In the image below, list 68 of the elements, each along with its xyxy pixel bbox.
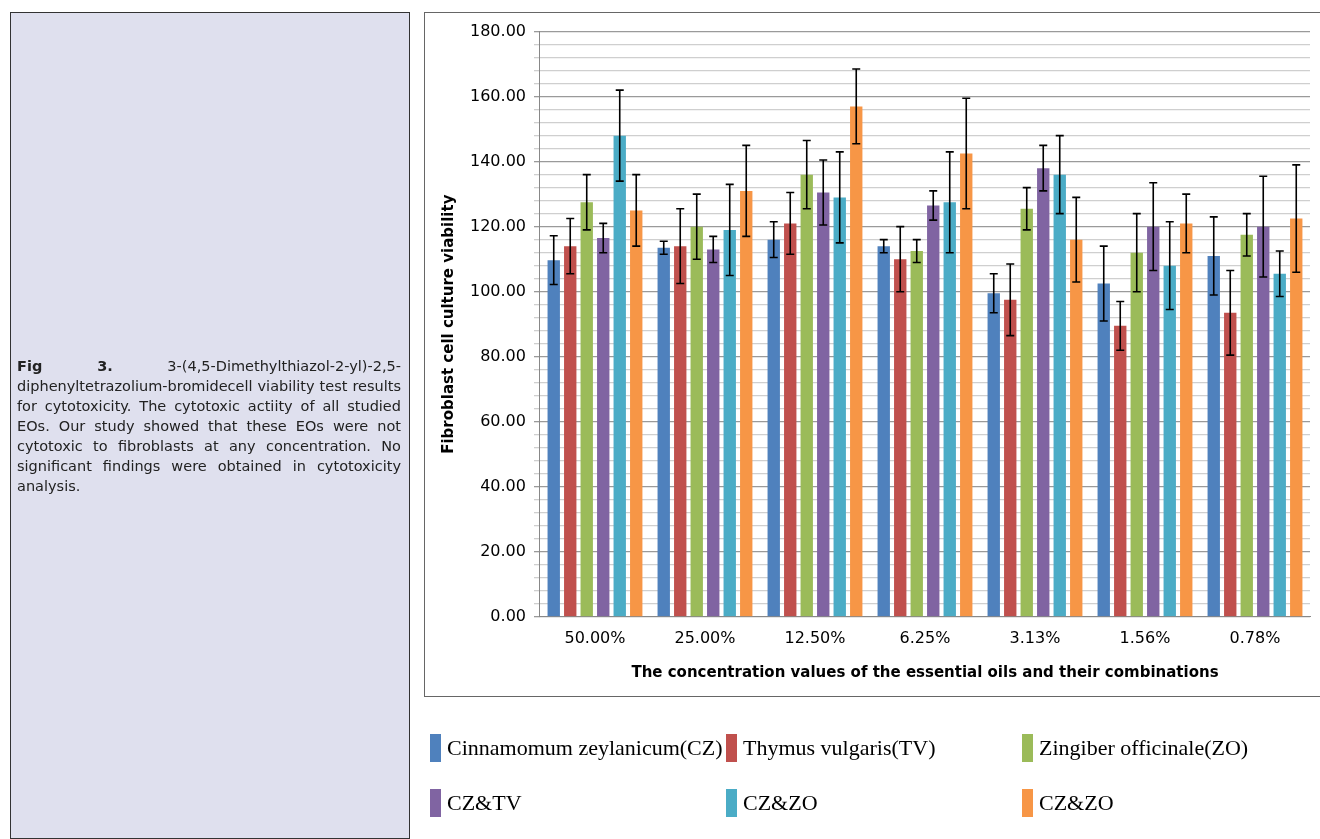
y-tick-label: 160.00	[470, 85, 526, 105]
bar	[1070, 239, 1083, 617]
bar	[1004, 299, 1017, 617]
bar	[927, 205, 940, 617]
bar	[987, 293, 1000, 617]
bar	[1207, 255, 1220, 617]
bar	[817, 192, 830, 617]
bar	[613, 135, 626, 617]
bar	[833, 197, 846, 617]
bar	[564, 246, 577, 617]
y-tick-label: 140.00	[470, 150, 526, 170]
y-tick-label: 20.00	[480, 540, 526, 560]
bar	[850, 106, 863, 617]
legend-label: CZ&ZO	[743, 789, 818, 816]
bar	[943, 202, 956, 617]
x-tick-label: 3.13%	[1009, 627, 1061, 647]
bar	[1273, 273, 1286, 617]
y-axis-title: Fibroblast cell culture viability	[438, 194, 457, 454]
legend-label: CZ&ZO	[1039, 789, 1114, 816]
legend-label: Cinnamomum zeylanicum(CZ)	[447, 734, 723, 761]
bar	[1240, 234, 1253, 617]
bar	[1053, 174, 1066, 617]
x-tick-label: 25.00%	[674, 627, 736, 647]
bar	[1290, 218, 1303, 617]
y-tick-label: 180.00	[470, 20, 526, 40]
y-tick-label: 120.00	[470, 215, 526, 235]
bar	[960, 153, 973, 617]
bar	[1163, 265, 1176, 617]
bar	[580, 202, 593, 617]
x-tick-label: 1.56%	[1119, 627, 1171, 647]
x-tick-label: 50.00%	[564, 627, 626, 647]
legend-label: CZ&TV	[447, 789, 522, 816]
bar	[910, 251, 923, 617]
y-tick-label: 100.00	[470, 280, 526, 300]
legend-label: Thymus vulgaris(TV)	[743, 734, 936, 761]
bar	[547, 260, 560, 617]
bar	[707, 249, 720, 617]
bar	[657, 247, 670, 617]
bar	[784, 223, 797, 617]
bar	[1097, 283, 1110, 617]
bar	[1224, 312, 1237, 617]
bar	[674, 246, 687, 617]
bar	[800, 174, 813, 617]
bar	[767, 239, 780, 617]
bar	[1037, 168, 1050, 617]
bar	[630, 210, 643, 617]
bar	[597, 238, 610, 617]
x-axis-title: The concentration values of the essential oils and their combinations	[631, 662, 1219, 681]
bar	[1147, 226, 1160, 617]
y-tick-label: 60.00	[480, 410, 526, 430]
bar	[894, 259, 907, 617]
bar	[740, 190, 753, 617]
x-tick-label: 12.50%	[784, 627, 846, 647]
bar	[1020, 208, 1033, 617]
legend-label: Zingiber officinale(ZO)	[1039, 734, 1249, 761]
text: Fig 3. 3-(4,5-Dimethylthiazol-2-yl)-2,5-diphenyltetrazolium-bromidecell viability test results for cytotoxicity. The cytotoxic actiity of all studied EOs. Our study showed that these EOs were not cytotoxic to fibroblasts at any concentration. No significant findings were obtained in cytotoxicity analysis.	[17, 357, 401, 494]
bar	[723, 229, 736, 617]
bar	[1114, 325, 1127, 617]
y-tick-label: 40.00	[480, 475, 526, 495]
x-tick-label: 0.78%	[1229, 627, 1281, 647]
x-tick-label: 6.25%	[899, 627, 951, 647]
y-tick-label: 80.00	[480, 345, 526, 365]
bar	[1130, 252, 1143, 617]
bar	[690, 226, 703, 617]
bar	[1180, 223, 1193, 617]
bar	[877, 246, 890, 617]
bar	[1257, 226, 1270, 617]
y-tick-label: 0.00	[490, 605, 526, 625]
